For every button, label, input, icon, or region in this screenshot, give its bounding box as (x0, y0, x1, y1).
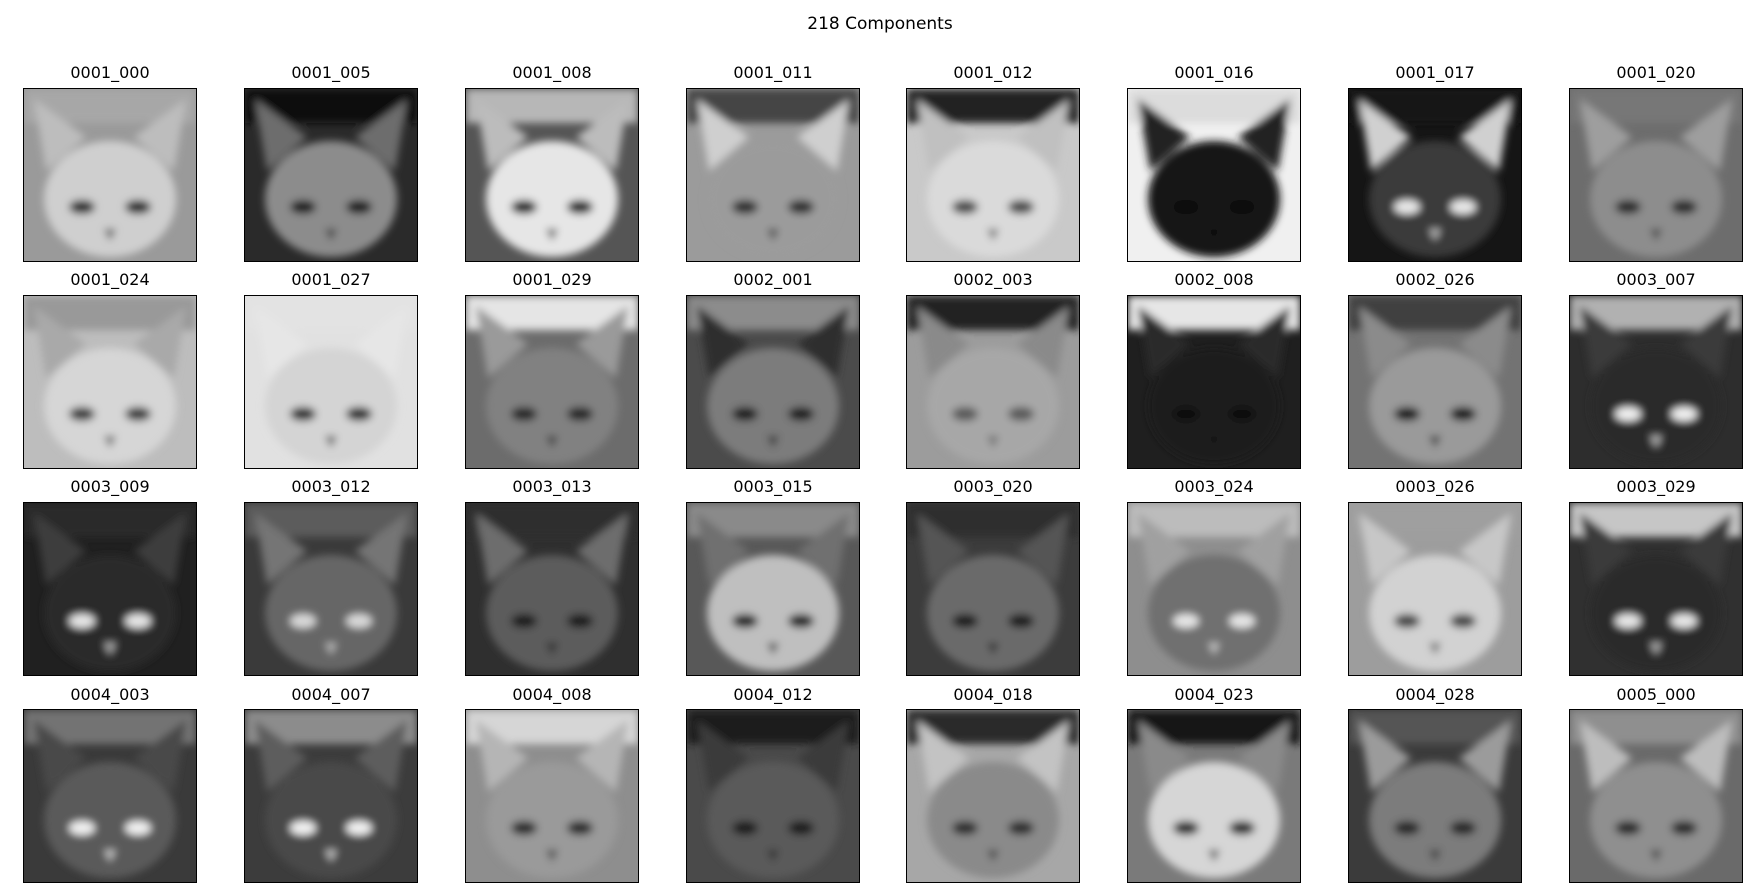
component-label: 0004_023 (1174, 685, 1254, 704)
component-label: 0001_000 (70, 63, 150, 82)
component-image (465, 295, 639, 469)
component-image (1569, 502, 1743, 676)
component-image (244, 88, 418, 262)
component-label: 0003_009 (70, 477, 150, 496)
component-image (906, 295, 1080, 469)
cat-face-graphic (24, 296, 196, 468)
cat-face-graphic (687, 296, 859, 468)
cat-face-graphic (1349, 503, 1521, 675)
cat-face-graphic (245, 296, 417, 468)
component-label: 0004_018 (953, 685, 1033, 704)
cat-face-graphic (1570, 710, 1742, 882)
component-label: 0001_017 (1395, 63, 1475, 82)
cat-face-graphic (24, 710, 196, 882)
component-label: 0003_007 (1616, 270, 1696, 289)
cat-face-graphic (1570, 296, 1742, 468)
component-image (906, 88, 1080, 262)
cat-face-graphic (466, 503, 638, 675)
component-label: 0003_015 (733, 477, 813, 496)
component-image (23, 502, 197, 676)
figure-title: 218 Components (807, 14, 953, 34)
cat-face-graphic (1349, 89, 1521, 261)
component-image (1348, 502, 1522, 676)
cat-face-graphic (1570, 503, 1742, 675)
component-image (686, 295, 860, 469)
component-image (1569, 88, 1743, 262)
component-label: 0002_003 (953, 270, 1033, 289)
component-label: 0004_007 (291, 685, 371, 704)
component-label: 0002_026 (1395, 270, 1475, 289)
component-image (1127, 295, 1301, 469)
cat-face-graphic (687, 503, 859, 675)
component-label: 0001_011 (733, 63, 813, 82)
cat-face-graphic (1128, 296, 1300, 468)
component-image (1127, 709, 1301, 883)
cat-face-graphic (24, 503, 196, 675)
component-image (1127, 502, 1301, 676)
component-label: 0003_020 (953, 477, 1033, 496)
cat-face-graphic (466, 296, 638, 468)
cat-face-graphic (1128, 89, 1300, 261)
cat-face-graphic (245, 89, 417, 261)
component-label: 0001_024 (70, 270, 150, 289)
cat-face-graphic (1128, 503, 1300, 675)
component-label: 0004_012 (733, 685, 813, 704)
component-image (244, 295, 418, 469)
cat-face-graphic (687, 710, 859, 882)
component-label: 0001_016 (1174, 63, 1254, 82)
component-label: 0001_012 (953, 63, 1033, 82)
component-image (244, 502, 418, 676)
component-image (686, 88, 860, 262)
cat-face-graphic (907, 296, 1079, 468)
cat-face-graphic (907, 89, 1079, 261)
cat-face-graphic (245, 710, 417, 882)
component-label: 0003_026 (1395, 477, 1475, 496)
cat-face-graphic (466, 89, 638, 261)
component-image (1569, 295, 1743, 469)
component-label: 0001_029 (512, 270, 592, 289)
component-label: 0004_008 (512, 685, 592, 704)
component-image (1127, 88, 1301, 262)
component-image (686, 709, 860, 883)
component-image (1348, 295, 1522, 469)
cat-face-graphic (24, 89, 196, 261)
component-image (465, 88, 639, 262)
component-image (906, 502, 1080, 676)
component-image (23, 709, 197, 883)
component-label: 0001_020 (1616, 63, 1696, 82)
component-label: 0001_008 (512, 63, 592, 82)
component-image (1348, 709, 1522, 883)
component-label: 0004_003 (70, 685, 150, 704)
component-label: 0003_024 (1174, 477, 1254, 496)
component-label: 0003_029 (1616, 477, 1696, 496)
cat-face-graphic (1349, 710, 1521, 882)
cat-face-graphic (687, 89, 859, 261)
cat-face-graphic (245, 503, 417, 675)
component-label: 0004_028 (1395, 685, 1475, 704)
cat-face-graphic (1349, 296, 1521, 468)
component-image (23, 88, 197, 262)
component-image (244, 709, 418, 883)
component-image (906, 709, 1080, 883)
component-image (1348, 88, 1522, 262)
component-label: 0002_001 (733, 270, 813, 289)
component-label: 0005_000 (1616, 685, 1696, 704)
cat-face-graphic (466, 710, 638, 882)
component-image (23, 295, 197, 469)
component-image (465, 502, 639, 676)
component-label: 0003_012 (291, 477, 371, 496)
component-label: 0002_008 (1174, 270, 1254, 289)
cat-face-graphic (907, 503, 1079, 675)
component-label: 0003_013 (512, 477, 592, 496)
component-label: 0001_005 (291, 63, 371, 82)
cat-face-graphic (1570, 89, 1742, 261)
cat-face-graphic (1128, 710, 1300, 882)
component-label: 0001_027 (291, 270, 371, 289)
component-image (686, 502, 860, 676)
component-image (1569, 709, 1743, 883)
component-image (465, 709, 639, 883)
cat-face-graphic (907, 710, 1079, 882)
